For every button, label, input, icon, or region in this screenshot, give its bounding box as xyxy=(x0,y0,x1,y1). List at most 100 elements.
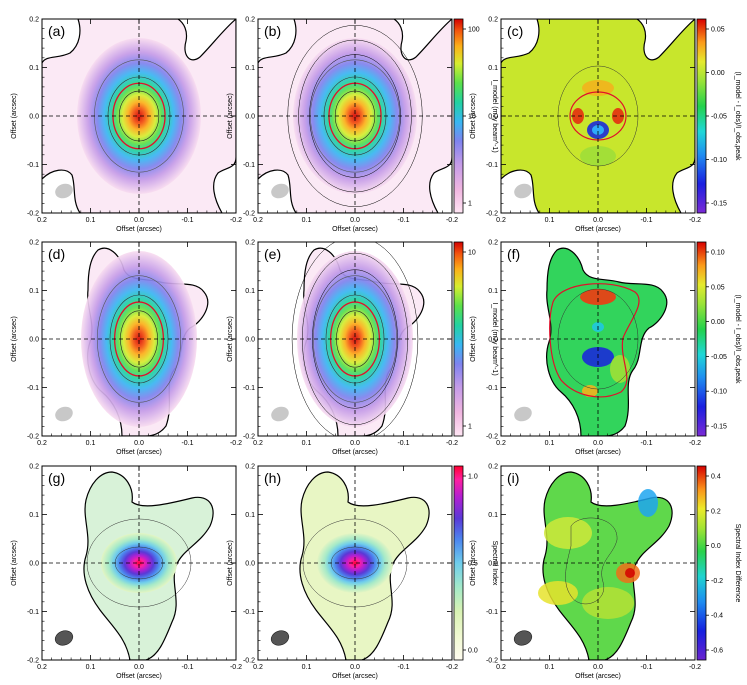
residual-feature xyxy=(580,289,616,305)
colorbar-tick-label: 0.05 xyxy=(711,284,725,291)
panel-label: (a) xyxy=(48,23,65,39)
y-tick-label: -0.2 xyxy=(243,658,255,665)
colorbar-tick-label: -0.05 xyxy=(711,354,727,361)
colorbar-label: (I_model - I_obs)/I_obs,peak xyxy=(734,71,741,161)
y-tick-label: 0.1 xyxy=(29,288,39,295)
colorbar-gradient xyxy=(453,465,464,661)
y-tick-label: -0.1 xyxy=(243,609,255,616)
y-axis-label: Offset (arcsec) xyxy=(11,93,18,139)
y-tick-label: -0.1 xyxy=(243,162,255,169)
intensity-blob xyxy=(77,38,201,194)
x-tick-label: -0.2 xyxy=(446,440,458,447)
x-tick-label: 0.0 xyxy=(134,217,144,224)
colorbar-tick-label: 10 xyxy=(468,250,476,257)
y-tick-label: 0.0 xyxy=(29,337,39,344)
panel-d: 0.2 0.2 0.1 0.1 0.0 0.0 -0.1 -0.1 -0.2 -0.2 Offset… xyxy=(11,240,242,457)
contour-line xyxy=(96,275,182,403)
x-tick-label: 0.0 xyxy=(350,217,360,224)
panel-label: (d) xyxy=(48,246,65,262)
x-tick-label: 0.1 xyxy=(86,664,96,671)
residual-feature xyxy=(580,146,616,166)
contour-line xyxy=(312,275,398,403)
panel-h: 0.20.20.10.10.00.0-0.1-0.1-0.2-0.2Offset… xyxy=(227,464,458,681)
x-tick-label: 0.1 xyxy=(545,664,555,671)
y-tick-label: 0.1 xyxy=(29,512,39,519)
residual-feature xyxy=(582,385,598,397)
panel-label: (b) xyxy=(264,23,281,39)
beam-ellipse xyxy=(513,630,533,646)
y-axis-label: Offset (arcsec) xyxy=(227,93,234,139)
x-tick-label: -0.2 xyxy=(230,664,242,671)
colorbar-tick-label: 0.0 xyxy=(711,543,721,550)
x-tick-label: 0.0 xyxy=(134,664,144,671)
x-tick-label: -0.2 xyxy=(689,440,701,447)
colorbar-residual: 0.10 0.05 0.00 -0.05 -0.10 -0.15 (I_model - I_… xyxy=(696,241,741,437)
x-tick-label: 0.0 xyxy=(134,440,144,447)
red-contour xyxy=(549,283,640,398)
x-axis-label: Offset (arcsec) xyxy=(575,226,621,233)
colorbar-tick-label: -0.15 xyxy=(711,424,727,431)
panel-g: 0.2 0.2 0.1 0.1 0.0 0.0 -0.1 -0.1 -0.2 -0.2 Offset… xyxy=(11,464,242,681)
x-tick-label: -0.1 xyxy=(181,664,193,671)
colorbar-tick-label: 0.2 xyxy=(711,508,721,515)
x-axis-label: Offset (arcsec) xyxy=(332,226,378,233)
colorbar-tick-label: 0.00 xyxy=(711,70,725,77)
y-tick-label: 0.1 xyxy=(488,288,498,295)
colorbar-tick-label: -0.2 xyxy=(711,578,723,585)
y-tick-label: -0.2 xyxy=(486,658,498,665)
panel-i: 0.2 0.2 0.1 0.1 0.0 0.0 -0.1 -0.1 -0.2 -0.2 Offset… xyxy=(470,464,701,681)
y-axis-label: Offset (arcsec) xyxy=(470,93,477,139)
x-axis-label: Offset (arcsec) xyxy=(575,673,621,680)
y-tick-label: 0.2 xyxy=(245,240,255,247)
x-tick-label: 0.1 xyxy=(545,440,555,447)
x-tick-label: -0.2 xyxy=(689,217,701,224)
y-axis-label: Offset (arcsec) xyxy=(11,316,18,362)
specdiff-feature xyxy=(538,581,578,605)
residual-feature xyxy=(592,125,604,135)
colorbar-tick-label: 0.5 xyxy=(468,561,478,568)
x-tick-label: 0.0 xyxy=(593,217,603,224)
y-tick-label: 0.2 xyxy=(29,464,39,471)
beam-ellipse xyxy=(514,406,532,422)
y-tick-label: 0.2 xyxy=(245,464,255,471)
specdiff-feature xyxy=(544,517,592,549)
colorbar-tick-label: -0.10 xyxy=(711,157,727,164)
colorbar-tick-label: 0.10 xyxy=(711,250,725,257)
y-tick-label: 0.1 xyxy=(245,65,255,72)
colorbar-tick-label: 1.0 xyxy=(468,474,478,481)
colorbar-gradient xyxy=(696,465,707,661)
panel-label: (g) xyxy=(48,470,65,486)
y-tick-label: -0.1 xyxy=(486,609,498,616)
colorbar-tick-label: 100 xyxy=(468,27,480,34)
panel-label: (c) xyxy=(507,23,523,39)
x-tick-label: -0.1 xyxy=(640,664,652,671)
colorbar-intensity: 10 1 I_model (mJy beam^-1) xyxy=(453,241,498,437)
beam-ellipse xyxy=(271,406,289,422)
specdiff-feature xyxy=(582,587,634,619)
y-tick-label: -0.1 xyxy=(243,385,255,392)
colorbar-intensity: 100 10 1 I_model (mJy beam^-1) xyxy=(453,18,498,214)
x-tick-label: -0.1 xyxy=(397,664,409,671)
y-tick-label: -0.1 xyxy=(486,162,498,169)
x-tick-label: 0.0 xyxy=(593,440,603,447)
colorbar-tick-label: -0.15 xyxy=(711,201,727,208)
x-axis-label: Offset (arcsec) xyxy=(116,226,162,233)
colorbar-label: I_model (mJy beam^-1) xyxy=(491,79,498,152)
x-tick-label: -0.1 xyxy=(181,217,193,224)
y-tick-label: -0.2 xyxy=(27,658,39,665)
panel-c: 0.2 0.2 0.1 0.1 0.0 0.0 -0.1 -0.1 -0.2 -0.2 Offset… xyxy=(470,17,701,234)
colorbar-label: I_model (mJy beam^-1) xyxy=(491,302,498,375)
intensity-blob xyxy=(297,251,413,427)
y-axis-label: Offset (arcsec) xyxy=(227,316,234,362)
y-tick-label: 0.1 xyxy=(29,65,39,72)
y-tick-label: -0.1 xyxy=(27,162,39,169)
x-tick-label: -0.1 xyxy=(640,440,652,447)
intensity-blob xyxy=(81,251,197,427)
spectral-peak xyxy=(101,533,177,593)
x-axis-label: Offset (arcsec) xyxy=(332,449,378,456)
x-tick-label: 0.2 xyxy=(253,440,263,447)
x-tick-label: -0.1 xyxy=(640,217,652,224)
y-tick-label: 0.2 xyxy=(29,17,39,24)
y-tick-label: -0.2 xyxy=(486,211,498,218)
